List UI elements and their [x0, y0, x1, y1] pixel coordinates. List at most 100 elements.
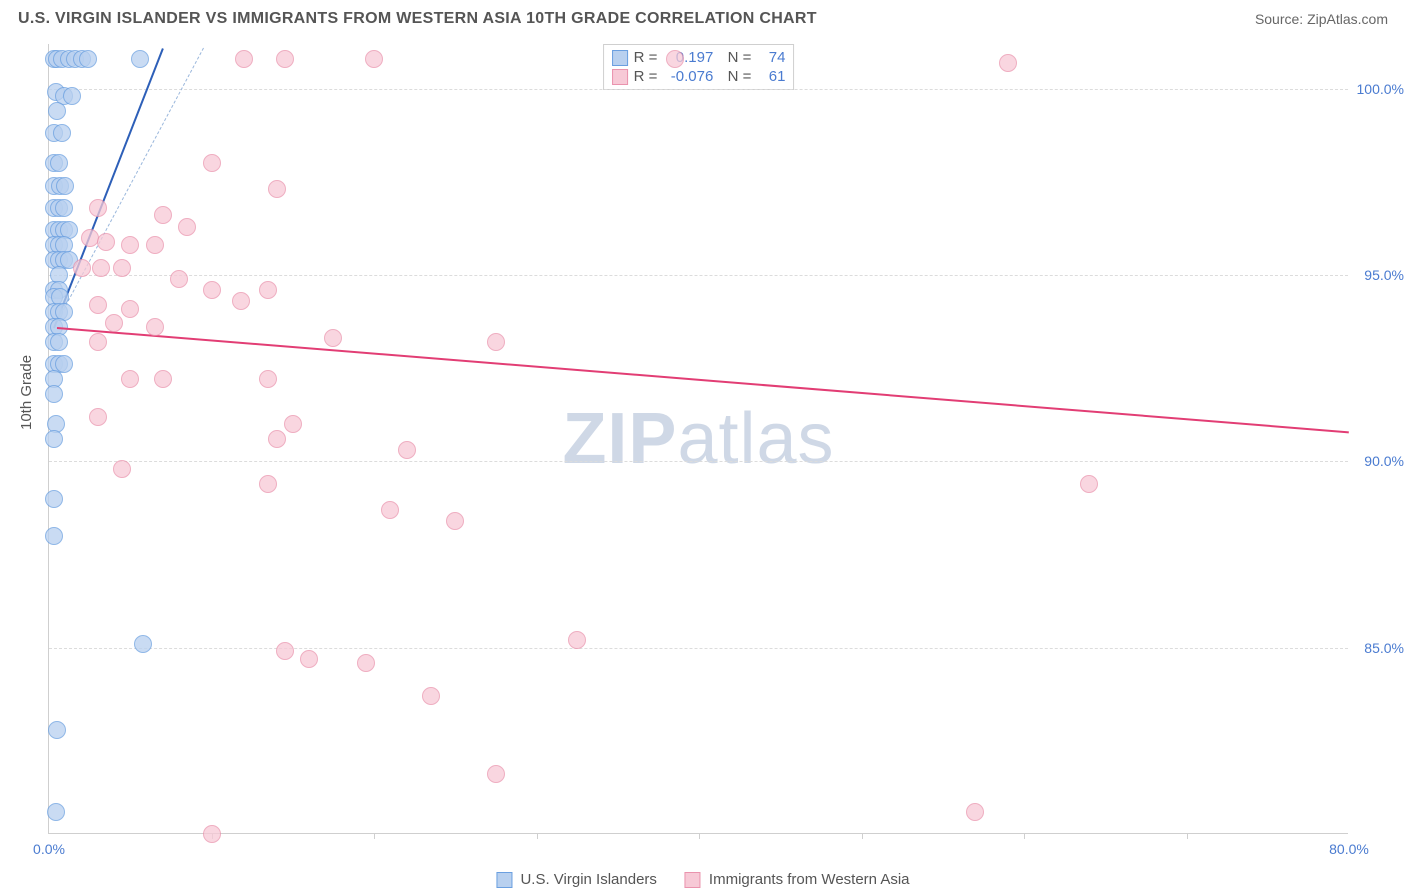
- data-point: [81, 229, 99, 247]
- data-point: [268, 430, 286, 448]
- data-point: [203, 281, 221, 299]
- data-point: [89, 408, 107, 426]
- legend-swatch: [685, 872, 701, 888]
- data-point: [131, 50, 149, 68]
- x-tick-label: 80.0%: [1329, 841, 1369, 857]
- stats-row: R = -0.076 N = 61: [612, 67, 786, 86]
- y-tick-label: 95.0%: [1352, 267, 1404, 283]
- data-point: [89, 333, 107, 351]
- stat-label: R =: [634, 68, 658, 85]
- data-point: [105, 314, 123, 332]
- data-point: [89, 296, 107, 314]
- y-tick-label: 100.0%: [1352, 81, 1404, 97]
- gridline: [49, 648, 1348, 649]
- data-point: [268, 180, 286, 198]
- data-point: [89, 199, 107, 217]
- data-point: [121, 300, 139, 318]
- data-point: [259, 281, 277, 299]
- data-point: [170, 270, 188, 288]
- legend-item: U.S. Virgin Islanders: [496, 871, 656, 888]
- stat-label: N =: [719, 49, 751, 66]
- data-point: [365, 50, 383, 68]
- data-point: [50, 333, 68, 351]
- data-point: [487, 765, 505, 783]
- data-point: [259, 475, 277, 493]
- data-point: [666, 50, 684, 68]
- data-point: [45, 430, 63, 448]
- data-point: [446, 512, 464, 530]
- watermark: ZIPatlas: [562, 398, 834, 480]
- data-point: [113, 460, 131, 478]
- data-point: [381, 501, 399, 519]
- series-legend: U.S. Virgin Islanders Immigrants from Wes…: [496, 871, 909, 888]
- x-tick-label: 0.0%: [33, 841, 65, 857]
- data-point: [357, 654, 375, 672]
- legend-swatch: [496, 872, 512, 888]
- data-point: [154, 370, 172, 388]
- data-point: [324, 329, 342, 347]
- data-point: [276, 50, 294, 68]
- data-point: [121, 236, 139, 254]
- stats-row: R =0.197 N =74: [612, 48, 786, 67]
- data-point: [97, 233, 115, 251]
- x-tick-mark: [1024, 833, 1025, 839]
- legend-swatch: [612, 69, 628, 85]
- stats-legend: R =0.197 N =74R =-0.076 N =61: [603, 44, 795, 90]
- data-point: [203, 154, 221, 172]
- stat-value: 74: [757, 49, 785, 66]
- data-point: [276, 642, 294, 660]
- y-axis-label: 10th Grade: [18, 355, 35, 430]
- data-point: [63, 87, 81, 105]
- gridline: [49, 461, 1348, 462]
- stat-label: R =: [634, 49, 658, 66]
- data-point: [154, 206, 172, 224]
- legend-item: Immigrants from Western Asia: [685, 871, 910, 888]
- stat-value: -0.076: [663, 68, 713, 85]
- gridline: [49, 89, 1348, 90]
- data-point: [79, 50, 97, 68]
- data-point: [203, 825, 221, 843]
- x-tick-mark: [374, 833, 375, 839]
- data-point: [422, 687, 440, 705]
- data-point: [45, 490, 63, 508]
- source-attribution: Source: ZipAtlas.com: [1255, 11, 1388, 27]
- plot-area: ZIPatlas R =0.197 N =74R =-0.076 N =61 8…: [48, 44, 1348, 834]
- data-point: [121, 370, 139, 388]
- data-point: [48, 102, 66, 120]
- stat-value: 61: [757, 68, 785, 85]
- data-point: [284, 415, 302, 433]
- data-point: [966, 803, 984, 821]
- data-point: [398, 441, 416, 459]
- y-tick-label: 85.0%: [1352, 640, 1404, 656]
- data-point: [1080, 475, 1098, 493]
- chart-header: U.S. VIRGIN ISLANDER VS IMMIGRANTS FROM …: [0, 0, 1406, 34]
- data-point: [134, 635, 152, 653]
- data-point: [45, 527, 63, 545]
- data-point: [56, 177, 74, 195]
- stat-label: N =: [719, 68, 751, 85]
- data-point: [232, 292, 250, 310]
- legend-label: Immigrants from Western Asia: [709, 871, 910, 888]
- x-tick-mark: [862, 833, 863, 839]
- data-point: [53, 124, 71, 142]
- data-point: [48, 721, 66, 739]
- data-point: [113, 259, 131, 277]
- data-point: [50, 154, 68, 172]
- data-point: [146, 236, 164, 254]
- data-point: [300, 650, 318, 668]
- data-point: [235, 50, 253, 68]
- data-point: [73, 259, 91, 277]
- legend-label: U.S. Virgin Islanders: [520, 871, 656, 888]
- data-point: [45, 385, 63, 403]
- x-tick-mark: [699, 833, 700, 839]
- data-point: [92, 259, 110, 277]
- chart-title: U.S. VIRGIN ISLANDER VS IMMIGRANTS FROM …: [18, 10, 817, 28]
- data-point: [259, 370, 277, 388]
- trend-line: [57, 327, 1349, 433]
- data-point: [55, 199, 73, 217]
- x-tick-mark: [1187, 833, 1188, 839]
- gridline: [49, 275, 1348, 276]
- data-point: [47, 803, 65, 821]
- data-point: [146, 318, 164, 336]
- data-point: [487, 333, 505, 351]
